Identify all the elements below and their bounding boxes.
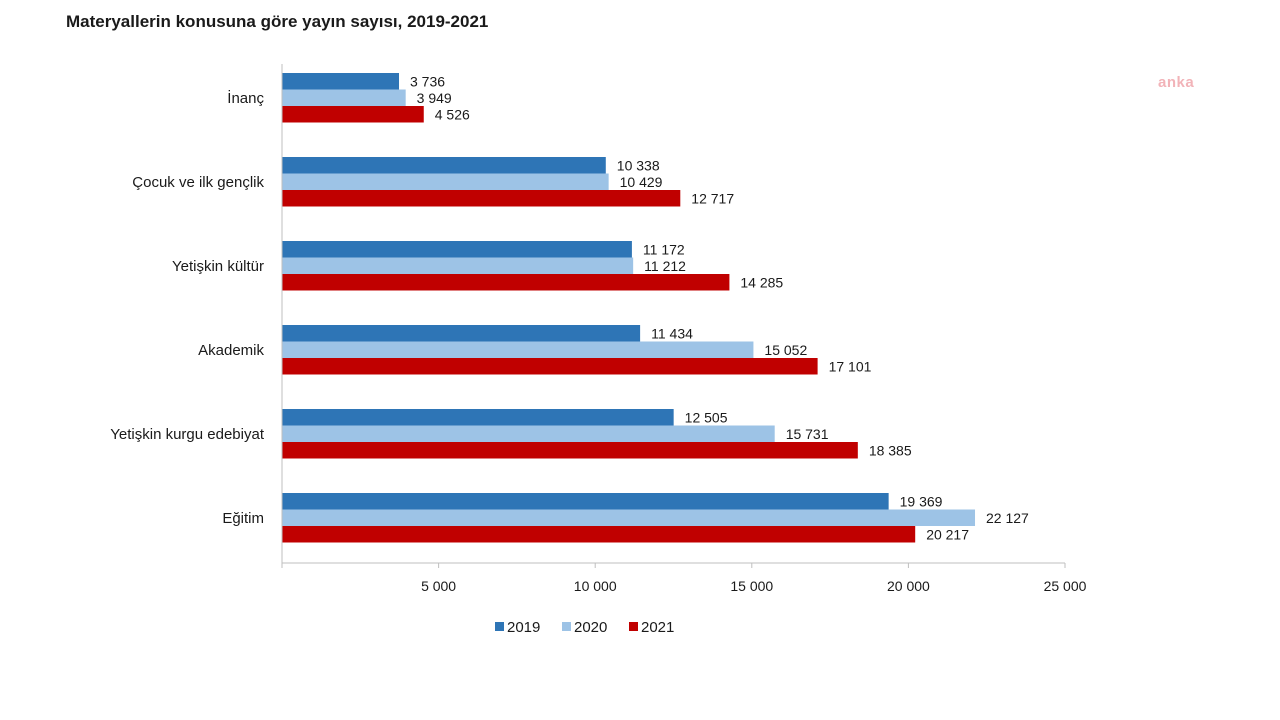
category-label: Çocuk ve ilk gençlik xyxy=(132,174,264,191)
legend-swatch-2020 xyxy=(562,622,571,631)
bar-2020 xyxy=(282,89,406,106)
data-label: 12 505 xyxy=(685,409,728,425)
data-label: 12 717 xyxy=(691,190,734,206)
legend-label-2021: 2021 xyxy=(641,619,674,636)
bar-2020 xyxy=(282,173,609,190)
category-label: Yetişkin kurgu edebiyat xyxy=(110,426,265,443)
legend-label-2019: 2019 xyxy=(507,619,540,636)
data-label: 14 285 xyxy=(740,274,783,290)
data-label: 15 731 xyxy=(786,426,829,442)
x-tick-label: 10 000 xyxy=(574,578,617,594)
bar-2019 xyxy=(282,157,606,174)
data-label: 19 369 xyxy=(900,493,943,509)
bar-2019 xyxy=(282,325,641,342)
x-tick-label: 5 000 xyxy=(421,578,456,594)
data-label: 18 385 xyxy=(869,442,912,458)
category-label: Akademik xyxy=(198,342,264,359)
data-label: 20 217 xyxy=(926,526,969,542)
data-label: 10 429 xyxy=(620,174,663,190)
bar-2021 xyxy=(282,274,730,291)
watermark-logo: anka xyxy=(1158,74,1195,91)
bar-2019 xyxy=(282,73,400,90)
legend-swatch-2019 xyxy=(495,622,504,631)
data-label: 15 052 xyxy=(764,342,807,358)
legend-swatch-2021 xyxy=(629,622,638,631)
bar-2020 xyxy=(282,341,754,358)
legend-label-2020: 2020 xyxy=(574,619,607,636)
bar-2021 xyxy=(282,358,818,375)
bar-2021 xyxy=(282,526,916,543)
data-label: 11 434 xyxy=(651,325,693,341)
data-label: 10 338 xyxy=(617,157,660,173)
bar-2021 xyxy=(282,442,858,459)
category-label: Eğitim xyxy=(222,510,264,527)
data-label: 3 736 xyxy=(410,73,445,89)
data-label: 17 101 xyxy=(829,358,872,374)
data-label: 22 127 xyxy=(986,510,1029,526)
bar-2021 xyxy=(282,190,681,207)
bar-2020 xyxy=(282,425,775,442)
bar-2020 xyxy=(282,257,634,274)
chart-title: Materyallerin konusuna göre yayın sayısı… xyxy=(66,12,489,31)
x-tick-label: 15 000 xyxy=(730,578,773,594)
category-label: Yetişkin kültür xyxy=(172,258,264,275)
data-label: 11 172 xyxy=(643,241,685,257)
x-tick-label: 20 000 xyxy=(887,578,930,594)
x-tick-label: 25 000 xyxy=(1044,578,1087,594)
data-label: 11 212 xyxy=(644,258,686,274)
data-label: 3 949 xyxy=(417,90,452,106)
data-label: 4 526 xyxy=(435,106,470,122)
bar-2020 xyxy=(282,509,976,526)
bar-2021 xyxy=(282,106,424,123)
category-label: İnanç xyxy=(227,89,264,107)
bar-2019 xyxy=(282,241,632,258)
bar-2019 xyxy=(282,493,889,510)
bar-2019 xyxy=(282,409,674,426)
